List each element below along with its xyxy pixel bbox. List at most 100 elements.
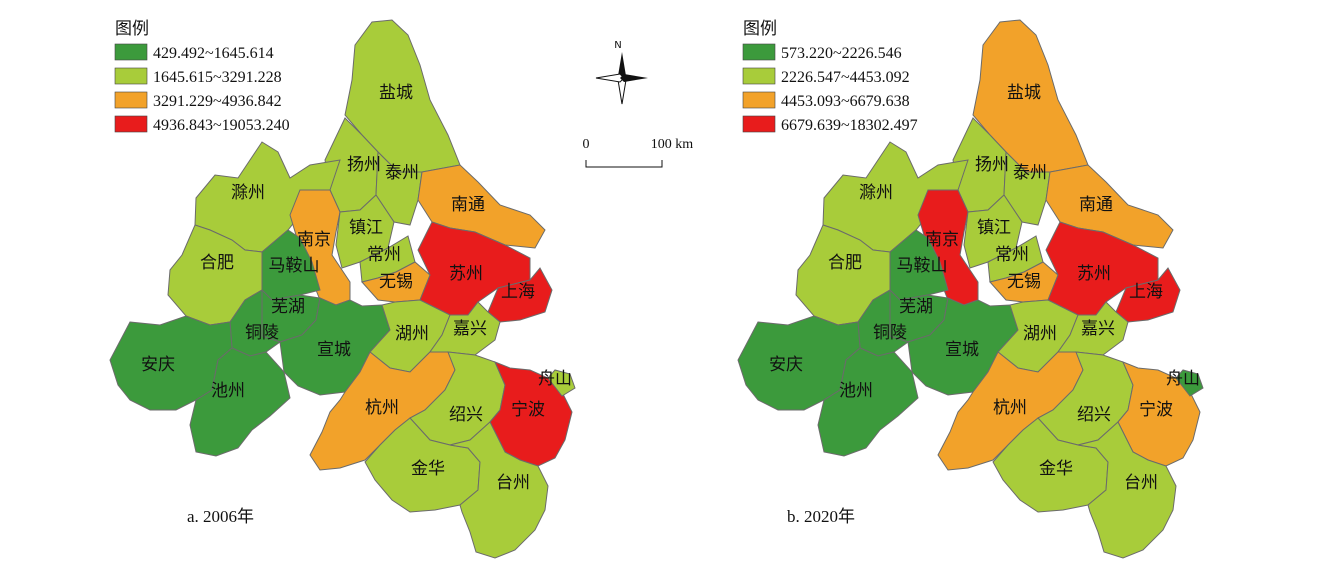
- legend-entry-4: 4936.843~19053.240: [153, 117, 290, 134]
- compass-north-label: N: [614, 40, 621, 51]
- caption-2006: a. 2006年: [187, 507, 254, 526]
- city-label-马鞍山: 马鞍山: [897, 256, 948, 276]
- city-label-镇江: 镇江: [349, 218, 383, 238]
- city-label-上海: 上海: [501, 282, 535, 302]
- legend-swatch-4: [742, 115, 776, 133]
- regions-2006: [109, 19, 576, 559]
- city-label-芜湖: 芜湖: [899, 297, 933, 317]
- legend-entry-1: 573.220~2226.546: [781, 45, 902, 62]
- legend-swatch-3: [114, 91, 148, 109]
- city-label-舟山: 舟山: [1166, 369, 1200, 389]
- city-label-苏州: 苏州: [449, 264, 483, 284]
- city-label-金华: 金华: [411, 459, 445, 479]
- scale-start-label: 0: [583, 137, 590, 152]
- city-label-南京: 南京: [925, 230, 959, 250]
- legend-swatch-4: [114, 115, 148, 133]
- regions-2020: [737, 19, 1204, 559]
- caption-2020: b. 2020年: [787, 507, 855, 526]
- region-嘉兴: [1057, 301, 1129, 356]
- legend-title: 图例: [743, 19, 777, 39]
- city-label-扬州: 扬州: [347, 155, 381, 175]
- city-label-无锡: 无锡: [379, 272, 413, 292]
- city-label-南通: 南通: [451, 195, 485, 215]
- compass-east-needle: [620, 74, 648, 82]
- scale-end-label: 100 km: [651, 137, 694, 152]
- city-label-杭州: 杭州: [993, 398, 1027, 418]
- city-label-杭州: 杭州: [365, 398, 399, 418]
- city-label-镇江: 镇江: [977, 218, 1011, 238]
- legend-entry-1: 429.492~1645.614: [153, 45, 274, 62]
- city-label-池州: 池州: [211, 381, 245, 401]
- city-label-合肥: 合肥: [200, 253, 234, 273]
- compass-north-needle: [618, 52, 626, 80]
- city-label-盐城: 盐城: [1007, 83, 1041, 103]
- legend-entry-4: 6679.639~18302.497: [781, 117, 918, 134]
- city-label-滁州: 滁州: [859, 183, 893, 203]
- legend-swatch-2: [114, 67, 148, 85]
- region-池州: [817, 347, 919, 457]
- region-舟山: [547, 369, 576, 397]
- city-label-上海: 上海: [1129, 282, 1163, 302]
- city-label-湖州: 湖州: [395, 324, 429, 344]
- city-label-南京: 南京: [297, 230, 331, 250]
- region-宁波: [489, 361, 573, 467]
- city-label-金华: 金华: [1039, 459, 1073, 479]
- legend-entry-2: 2226.547~4453.092: [781, 69, 910, 86]
- compass-rose: N: [595, 40, 648, 105]
- city-label-苏州: 苏州: [1077, 264, 1111, 284]
- city-label-宁波: 宁波: [1139, 400, 1173, 420]
- city-label-安庆: 安庆: [141, 355, 175, 375]
- city-label-盐城: 盐城: [379, 83, 413, 103]
- legend-entry-3: 3291.229~4936.842: [153, 93, 282, 110]
- legend-entry-3: 4453.093~6679.638: [781, 93, 910, 110]
- region-宁波: [1117, 361, 1201, 467]
- region-台州: [449, 421, 549, 559]
- city-label-舟山: 舟山: [538, 369, 572, 389]
- city-label-安庆: 安庆: [769, 355, 803, 375]
- city-label-铜陵: 铜陵: [245, 323, 279, 343]
- region-台州: [1077, 421, 1177, 559]
- city-label-台州: 台州: [1124, 473, 1158, 493]
- region-池州: [189, 347, 291, 457]
- legend-swatch-3: [742, 91, 776, 109]
- scale-bar: 0 100 km: [583, 137, 694, 168]
- city-label-合肥: 合肥: [828, 253, 862, 273]
- city-label-芜湖: 芜湖: [271, 297, 305, 317]
- city-label-宣城: 宣城: [317, 340, 351, 360]
- city-label-常州: 常州: [367, 245, 401, 265]
- city-label-宁波: 宁波: [511, 400, 545, 420]
- city-label-池州: 池州: [839, 381, 873, 401]
- city-label-绍兴: 绍兴: [1077, 405, 1111, 425]
- region-舟山: [1175, 369, 1204, 397]
- city-label-常州: 常州: [995, 245, 1029, 265]
- city-label-宣城: 宣城: [945, 340, 979, 360]
- city-label-马鞍山: 马鞍山: [269, 256, 320, 276]
- legend-entry-2: 1645.615~3291.228: [153, 69, 282, 86]
- city-label-泰州: 泰州: [385, 163, 419, 183]
- legend-swatch-1: [114, 43, 148, 61]
- city-label-嘉兴: 嘉兴: [453, 319, 487, 339]
- region-苏州: [1045, 221, 1159, 316]
- city-label-绍兴: 绍兴: [449, 405, 483, 425]
- city-label-无锡: 无锡: [1007, 272, 1041, 292]
- legend-title: 图例: [115, 19, 149, 39]
- region-嘉兴: [429, 301, 501, 356]
- city-label-湖州: 湖州: [1023, 324, 1057, 344]
- legend-swatch-1: [742, 43, 776, 61]
- city-label-台州: 台州: [496, 473, 530, 493]
- city-label-扬州: 扬州: [975, 155, 1009, 175]
- region-苏州: [417, 221, 531, 316]
- city-label-南通: 南通: [1079, 195, 1113, 215]
- city-label-铜陵: 铜陵: [873, 323, 907, 343]
- legend-swatch-2: [742, 67, 776, 85]
- city-label-滁州: 滁州: [231, 183, 265, 203]
- city-label-泰州: 泰州: [1013, 163, 1047, 183]
- scale-bar-line: [585, 160, 663, 168]
